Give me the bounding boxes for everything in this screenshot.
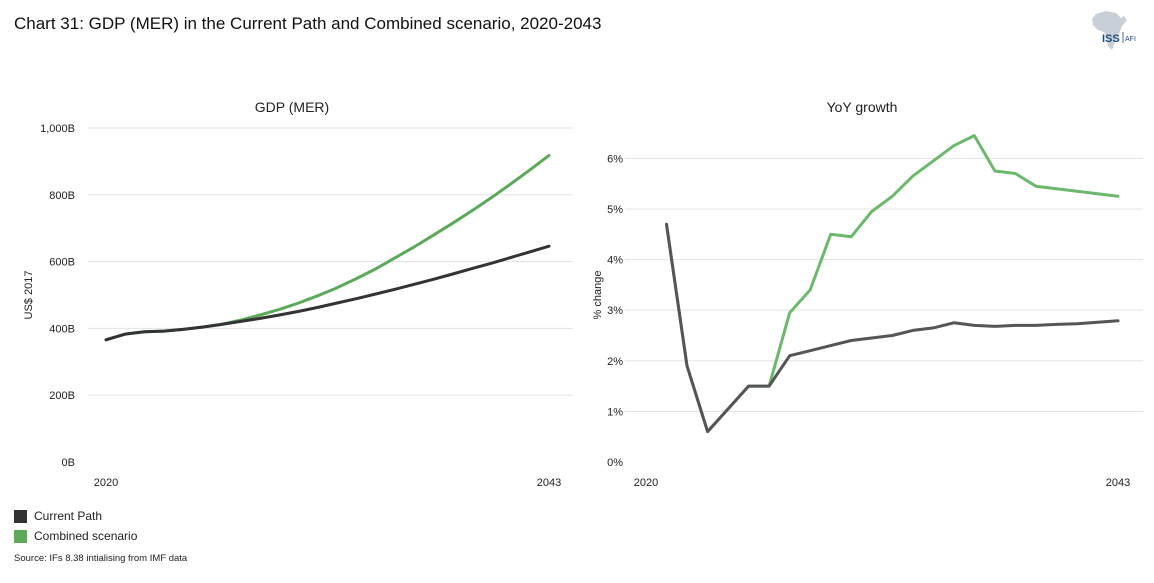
- chart-title: Chart 31: GDP (MER) in the Current Path …: [14, 14, 602, 33]
- legend-item-current-path: Current Path: [14, 506, 137, 526]
- gdp-series-current-path: [104, 244, 551, 342]
- legend-label-combined-scenario: Combined scenario: [34, 529, 138, 543]
- gdp-y-tick-label: 600B: [49, 257, 75, 269]
- growth-y-tick-label: 2%: [607, 356, 623, 368]
- gdp-chart-title: GDP (MER): [255, 99, 329, 115]
- growth-y-axis-label: % change: [592, 271, 604, 320]
- gdp-chart: GDP (MER) 0B 200B 400B 600B 800B 1,000B US$ 201…: [0, 90, 590, 500]
- growth-y-tick-label: 1%: [607, 406, 623, 418]
- growth-series-current-path: [665, 222, 1120, 434]
- growth-y-tick-label: 0%: [607, 457, 623, 469]
- legend-swatch-combined-scenario: [14, 529, 27, 543]
- growth-series-combined-scenario: [665, 134, 1120, 434]
- legend-swatch-current-path: [14, 509, 27, 523]
- logo-main-text: ISS: [1102, 33, 1120, 45]
- growth-chart: YoY growth 0% 1% 2% 3% 4% 5% 6% % change 2020 2043: [590, 90, 1154, 500]
- africa-map-icon: ISS AFI: [1092, 11, 1136, 50]
- legend-item-combined-scenario: Combined scenario: [14, 526, 137, 546]
- growth-y-tick-label: 6%: [607, 153, 623, 165]
- growth-y-tick-label: 3%: [607, 305, 623, 317]
- iss-afi-logo: ISS AFI: [1086, 10, 1142, 52]
- growth-x-tick-label: 2020: [634, 477, 658, 489]
- gdp-y-tick-label: 200B: [49, 390, 75, 402]
- source-note: Source: IFs 8.38 intialising from IMF da…: [14, 553, 188, 564]
- growth-x-tick-label: 2043: [1106, 477, 1130, 489]
- gdp-y-tick-label: 400B: [49, 323, 75, 335]
- gdp-y-tick-label: 800B: [49, 190, 75, 202]
- gdp-x-tick-label: 2043: [537, 477, 561, 489]
- growth-y-tick-label: 5%: [607, 204, 623, 216]
- growth-chart-title: YoY growth: [827, 99, 898, 115]
- gdp-y-axis-label: US$ 2017: [23, 271, 35, 320]
- legend-label-current-path: Current Path: [34, 509, 103, 523]
- growth-y-tick-label: 4%: [607, 255, 623, 267]
- logo-sub-text: AFI: [1125, 36, 1136, 43]
- gdp-y-tick-label: 0B: [62, 457, 75, 469]
- gdp-series-combined-scenario: [104, 153, 551, 342]
- gdp-chart-svg: GDP (MER) 0B 200B 400B 600B 800B 1,000B US$ 201…: [23, 99, 573, 489]
- gdp-y-tick-label: 1,000B: [40, 123, 75, 135]
- gdp-x-tick-label: 2020: [94, 477, 118, 489]
- growth-chart-svg: YoY growth 0% 1% 2% 3% 4% 5% 6% % change 2020 2043: [592, 99, 1143, 489]
- legend: Current Path Combined scenario: [14, 506, 137, 546]
